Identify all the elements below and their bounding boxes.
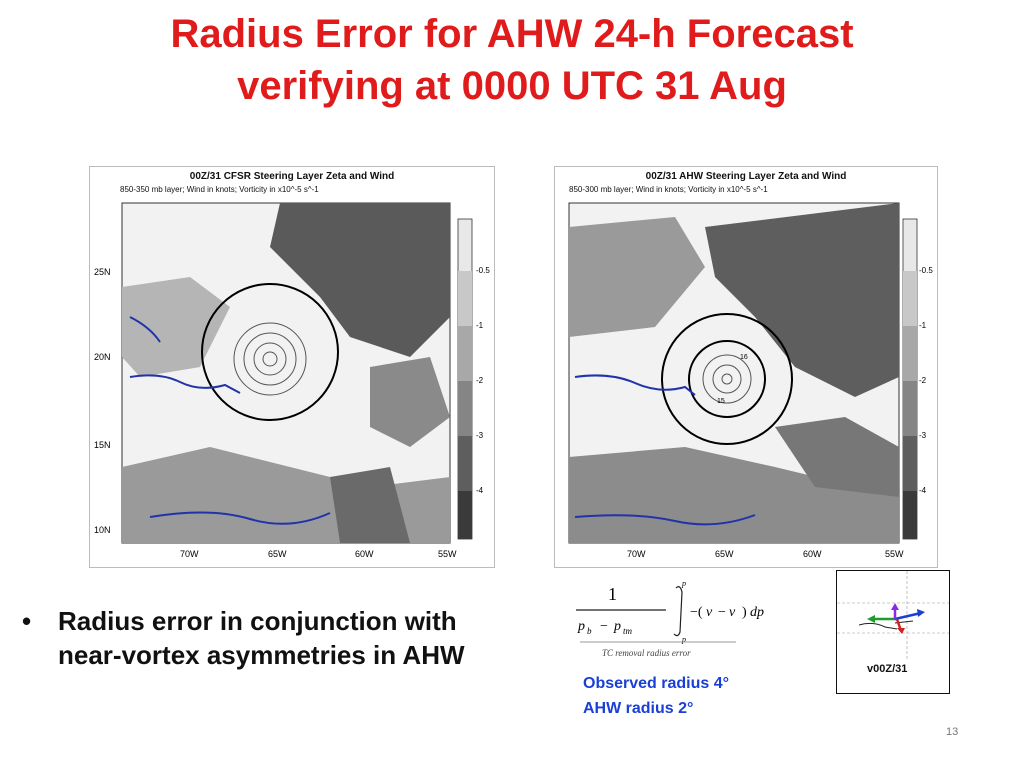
bullet-text: Radius error in conjunction with near-vo… [58, 606, 465, 670]
ahw-colorbar-label: -2 [919, 376, 927, 385]
steering-vector-inset: v00Z/31 [836, 570, 950, 694]
svg-text:p: p [681, 635, 686, 644]
ahw-colorbar-label: -1 [919, 321, 927, 330]
cfsr-colorbar-label: -3 [476, 431, 484, 440]
svg-text:b: b [587, 626, 592, 636]
ahw-panel-subtitle: 850-300 mb layer; Wind in knots; Vortici… [569, 185, 768, 194]
cfsr-colorbar-label: -0.5 [476, 266, 490, 275]
svg-text:v: v [729, 605, 736, 620]
radius-error-formula: 1 p b − p tm p p −( v − v ) dp TC remova… [576, 579, 764, 658]
svg-text:−: − [600, 619, 608, 634]
cfsr-panel-subtitle: 850-350 mb layer; Wind in knots; Vortici… [120, 185, 319, 194]
bullet-marker: • [22, 606, 32, 636]
cfsr-lon-label: 65W [268, 549, 287, 559]
cfsr-lat-label: 20N [94, 352, 111, 362]
svg-text:p: p [577, 619, 585, 634]
inset-map [837, 571, 949, 661]
cfsr-lon-label: 55W [438, 549, 457, 559]
ahw-panel-title: 00Z/31 AHW Steering Layer Zeta and Wind [645, 171, 847, 182]
ahw-lon-label: 60W [803, 549, 822, 559]
ahw-map-panel: 00Z/31 AHW Steering Layer Zeta and Wind … [554, 166, 938, 568]
ahw-radius-note: AHW radius 2° [583, 700, 694, 717]
ahw-contour-label: 16 [740, 354, 748, 361]
ahw-lon-label: 55W [885, 549, 904, 559]
ahw-lon-label: 70W [627, 549, 646, 559]
cfsr-colorbar-label: -1 [476, 321, 484, 330]
svg-text:tm: tm [623, 626, 633, 636]
cfsr-lon-label: 60W [355, 549, 374, 559]
slide-title: Radius Error for AHW 24-h Forecast verif… [0, 8, 1024, 112]
cfsr-map: 25N 20N 15N 10N 70W 65W 60W 55W -0.5 -1 … [94, 202, 490, 559]
observed-radius-note: Observed radius 4° [583, 675, 730, 692]
cfsr-colorbar-label: -2 [476, 376, 484, 385]
ahw-colorbar-label: -0.5 [919, 266, 933, 275]
cfsr-colorbar-label: -4 [476, 486, 484, 495]
page-number: 13 [946, 726, 959, 738]
title-line-2: verifying at 0000 UTC 31 Aug [237, 64, 787, 108]
cfsr-lat-label: 15N [94, 440, 111, 450]
inset-label: v00Z/31 [867, 663, 908, 675]
ahw-map: 16 15 70W 65W 60W 55W -0.5 -1 -2 -3 -4 [568, 202, 933, 559]
ahw-colorbar-label: -4 [919, 486, 927, 495]
title-line-1: Radius Error for AHW 24-h Forecast [170, 12, 854, 56]
cfsr-panel-title: 00Z/31 CFSR Steering Layer Zeta and Wind [189, 171, 395, 182]
formula-caption: TC removal radius error [602, 648, 691, 658]
svg-text:−: − [718, 605, 726, 620]
ahw-lon-label: 65W [715, 549, 734, 559]
ahw-colorbar-label: -3 [919, 431, 927, 440]
svg-text:−(: −( [690, 605, 703, 620]
svg-text:p: p [681, 579, 686, 588]
svg-text:dp: dp [750, 605, 764, 620]
cfsr-map-panel: 00Z/31 CFSR Steering Layer Zeta and Wind… [89, 166, 495, 568]
svg-text:p: p [613, 619, 621, 634]
svg-text:): ) [742, 605, 747, 620]
ahw-contour-label: 15 [717, 398, 725, 405]
cfsr-lat-label: 10N [94, 525, 111, 535]
svg-text:1: 1 [608, 584, 617, 604]
svg-text:v: v [706, 605, 713, 620]
cfsr-lat-label: 25N [94, 267, 111, 277]
cfsr-lon-label: 70W [180, 549, 199, 559]
